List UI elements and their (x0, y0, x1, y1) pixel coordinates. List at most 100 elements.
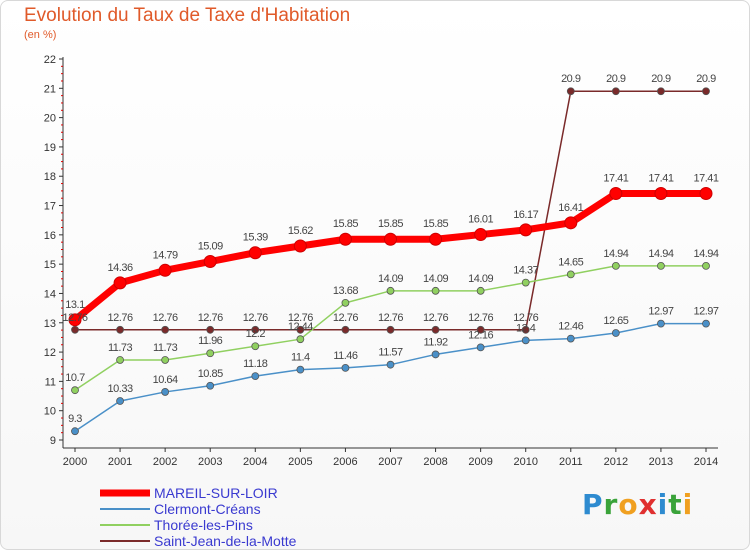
data-label: 14.94 (693, 248, 718, 260)
data-point (251, 342, 260, 351)
y-tick-label: 19 (44, 142, 56, 154)
data-label: 12.76 (423, 312, 448, 324)
data-point (341, 325, 350, 334)
y-tick-label: 11 (45, 376, 56, 388)
data-point (206, 349, 215, 358)
data-label: 14.65 (558, 256, 583, 268)
data-label: 14.09 (468, 273, 493, 285)
data-point (521, 278, 530, 287)
data-label: 20.9 (606, 73, 626, 85)
data-label: 14.37 (513, 265, 538, 277)
data-label: 12.46 (558, 321, 583, 333)
y-tick-label: 20 (44, 113, 56, 125)
data-label: 11.96 (198, 335, 223, 347)
logo-letter: i (657, 488, 669, 521)
data-label: 17.41 (603, 173, 628, 185)
data-label: 11.73 (108, 342, 133, 354)
y-tick-label: 15 (44, 259, 56, 271)
data-label: 12.97 (693, 306, 718, 318)
data-point (386, 325, 395, 334)
chart-title: Evolution du Taux de Taxe d'Habitation (24, 5, 351, 26)
logo-letter: i (682, 488, 694, 521)
data-label: 12.76 (198, 312, 223, 324)
data-point (702, 87, 710, 96)
data-point (566, 87, 575, 96)
data-label: 12.65 (603, 315, 628, 327)
data-point (431, 325, 440, 334)
data-point (476, 286, 485, 295)
y-tick-label: 17 (44, 201, 56, 213)
logo-letter: P (582, 488, 604, 521)
y-tick-label: 14 (44, 288, 56, 300)
data-point (251, 325, 260, 334)
data-point (386, 360, 395, 369)
data-point (476, 325, 485, 334)
data-label: 11.57 (378, 347, 403, 359)
data-point (341, 364, 350, 372)
data-point (71, 427, 79, 436)
data-point (611, 329, 620, 337)
data-point (71, 325, 79, 334)
proxiti-logo: Proxiti (582, 488, 693, 521)
data-point (699, 187, 713, 201)
legend-label: Thorée-les-Pins (154, 517, 253, 533)
data-labels: 13.1 14.36 14.79 15.09 15.39 15.62 15.85 15.85 1… (62, 73, 719, 425)
y-tick-label: 18 (44, 171, 56, 183)
data-point (116, 397, 124, 405)
legend-label: MAREIL-SUR-LOIR (154, 485, 278, 501)
data-point (296, 365, 305, 374)
logo-letter: t (668, 488, 683, 521)
data-point (296, 335, 305, 344)
data-point (206, 325, 215, 334)
axes: 9 10 11 12 13 14 15 16 17 18 19 20 21 22 2000 2001 2002 2… (44, 54, 718, 468)
x-tick-label: 2007 (378, 456, 402, 468)
data-point (654, 187, 668, 201)
data-label: 17.41 (693, 173, 718, 185)
y-tick-label: 22 (44, 54, 56, 66)
data-label: 14.94 (648, 248, 673, 260)
data-point (116, 356, 124, 364)
data-label: 20.9 (561, 73, 581, 85)
y-tick-label: 21 (44, 83, 56, 95)
data-label: 10.64 (153, 374, 178, 386)
data-point (386, 286, 395, 295)
data-label: 16.17 (513, 209, 538, 221)
data-point (338, 232, 352, 246)
data-label: 12.76 (468, 312, 493, 324)
logo-letter: o (618, 488, 639, 521)
series-points (68, 87, 713, 436)
data-point (657, 262, 665, 270)
x-tick-label: 2001 (108, 456, 132, 468)
data-label: 12.76 (243, 312, 268, 324)
x-tick-label: 2000 (63, 456, 87, 468)
data-label: 16.41 (558, 202, 583, 214)
x-tick-label: 2006 (333, 456, 357, 468)
data-point (476, 343, 485, 352)
y-tick-label: 9 (50, 435, 56, 447)
data-label: 9.3 (68, 413, 82, 425)
data-label: 20.9 (651, 73, 671, 85)
data-label: 11.18 (243, 358, 268, 370)
x-tick-label: 2003 (198, 456, 222, 468)
chart-subtitle: (en %) (24, 29, 57, 41)
data-point (429, 232, 443, 246)
data-point (702, 262, 710, 270)
data-label: 12.76 (333, 312, 358, 324)
x-tick-label: 2014 (694, 456, 718, 468)
legend-label: Clermont-Créans (154, 501, 261, 517)
data-point (341, 298, 350, 307)
data-label: 11.92 (423, 336, 448, 348)
data-label: 14.09 (378, 273, 403, 285)
data-label: 12.76 (513, 312, 538, 324)
data-label: 12.76 (378, 312, 403, 324)
y-tick-label: 12 (44, 347, 56, 359)
legend-label: Saint-Jean-de-la-Motte (154, 533, 297, 549)
data-label: 14.09 (423, 273, 448, 285)
data-label: 12.97 (648, 306, 673, 318)
data-label: 14.36 (108, 262, 133, 274)
data-label: 16.01 (468, 214, 493, 226)
data-point (161, 325, 170, 334)
data-label: 15.09 (198, 241, 223, 253)
data-point (474, 228, 488, 242)
